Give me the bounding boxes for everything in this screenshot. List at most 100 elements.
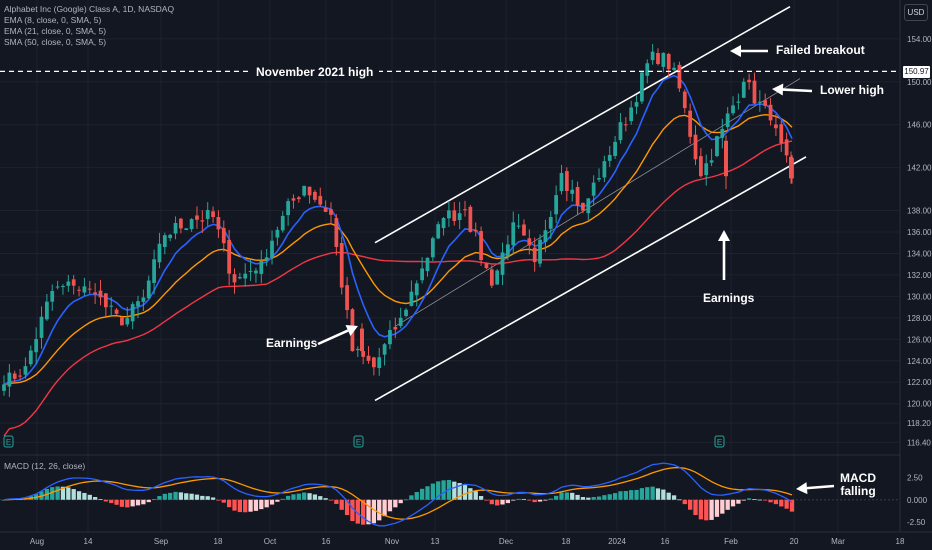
- time-tick-label: 16: [661, 537, 670, 546]
- macd-histogram-bar: [618, 491, 623, 500]
- candle-body: [361, 351, 366, 357]
- macd-falling-arrow-head: [796, 482, 808, 495]
- macd-histogram-bar: [537, 499, 543, 502]
- macd-histogram-bar: [773, 499, 779, 505]
- candle-body: [506, 244, 510, 257]
- macd-falling-line2: falling: [840, 484, 876, 498]
- candle-body: [280, 215, 285, 231]
- candle-body: [436, 224, 441, 239]
- candle-body: [463, 209, 467, 211]
- macd-histogram-bar: [71, 489, 76, 500]
- candle-body: [527, 238, 532, 246]
- candle-body: [489, 269, 494, 286]
- macd-tick-label: 0.000: [907, 496, 928, 505]
- candle-body: [189, 219, 194, 230]
- candle-body: [50, 291, 55, 302]
- candle-body: [532, 247, 537, 263]
- ema21-legend[interactable]: EMA (21, close, 0, SMA, 5): [4, 26, 107, 36]
- candle-body: [366, 355, 371, 361]
- candle-body: [23, 366, 28, 375]
- earnings-marker-letter: E: [6, 438, 11, 447]
- candle-body: [93, 292, 98, 295]
- channel-mid-line: [394, 78, 801, 327]
- candle-body: [420, 268, 424, 281]
- candle-body: [82, 286, 87, 293]
- chart-grid: [0, 0, 901, 532]
- macd-histogram-bar: [634, 489, 639, 500]
- macd-histogram-bar: [312, 494, 318, 500]
- candle-body: [677, 64, 682, 89]
- macd-histogram-bar: [462, 484, 468, 500]
- ema8-legend[interactable]: EMA (8, close, 0, SMA, 5): [4, 15, 102, 25]
- candle-body: [393, 326, 398, 330]
- candle-body: [559, 172, 564, 192]
- candle-body: [618, 122, 623, 141]
- channel-upper-line: [374, 5, 791, 244]
- candle-body: [581, 202, 585, 211]
- macd-histogram-bar: [98, 499, 103, 500]
- candle-body: [682, 91, 687, 109]
- macd-histogram-bar: [216, 499, 221, 501]
- candle-body: [500, 252, 505, 275]
- price-tick-label: 126.00: [907, 335, 932, 344]
- macd-histogram-bar: [596, 496, 602, 500]
- macd-histogram-bar: [511, 499, 516, 501]
- sma50-legend[interactable]: SMA (50, close, 0, SMA, 5): [4, 37, 107, 47]
- macd-pane: [0, 462, 900, 527]
- currency-badge[interactable]: USD: [904, 4, 928, 21]
- time-tick-label: 14: [84, 537, 93, 546]
- time-tick-label: 18: [896, 537, 905, 546]
- price-tick-label: 128.00: [907, 314, 932, 323]
- macd-line: [3, 462, 793, 527]
- candle-body: [109, 305, 114, 307]
- candle-body: [522, 224, 526, 236]
- macd-histogram-bar: [629, 490, 634, 500]
- macd-legend[interactable]: MACD (12, 26, close): [4, 461, 86, 471]
- macd-histogram-bar: [285, 495, 291, 500]
- macd-histogram-bar: [495, 499, 500, 506]
- macd-histogram-bar: [387, 499, 393, 512]
- failed-breakout-label: Failed breakout: [776, 43, 865, 57]
- moving-average-lines: [3, 74, 793, 437]
- macd-histogram-bar: [210, 497, 216, 500]
- candle-body: [731, 105, 735, 114]
- candle-body: [329, 209, 333, 215]
- macd-histogram-bar: [741, 499, 746, 501]
- symbol-legend[interactable]: Alphabet Inc (Google) Class A, 1D, NASDA…: [4, 4, 175, 14]
- macd-tick-label: 2.50: [907, 474, 923, 483]
- candle-body: [741, 81, 746, 98]
- macd-histogram-bar: [339, 499, 344, 510]
- candle-body: [173, 222, 178, 234]
- macd-histogram-bar: [350, 499, 355, 522]
- time-tick-label: 18: [562, 537, 571, 546]
- macd-histogram-bar: [253, 499, 259, 511]
- candle-body: [152, 259, 156, 283]
- macd-histogram-bar: [548, 498, 553, 500]
- macd-histogram-bar: [666, 492, 671, 500]
- candle-body: [757, 101, 762, 103]
- candle-body: [184, 228, 189, 231]
- candle-body: [736, 101, 741, 103]
- candle-body: [457, 213, 462, 221]
- candle-body: [98, 290, 103, 298]
- candle-body: [564, 171, 569, 191]
- candle-body: [313, 191, 317, 200]
- macd-histogram-bar: [645, 487, 650, 500]
- macd-falling-line1: MACD: [840, 471, 876, 485]
- macd-histogram-bar: [704, 499, 709, 521]
- candle-body: [39, 316, 44, 338]
- candle-body: [591, 182, 596, 196]
- ema21-line: [3, 113, 793, 386]
- candle-body: [71, 279, 76, 286]
- price-tick-label: 122.00: [907, 378, 932, 387]
- macd-histogram-bar: [318, 496, 323, 500]
- candle-body: [784, 139, 789, 156]
- macd-histogram-bar: [189, 493, 194, 500]
- november-high-label: November 2021 high: [250, 65, 380, 79]
- time-tick-label: Oct: [264, 537, 277, 546]
- macd-histogram-bar: [55, 486, 60, 500]
- macd-histogram-bar: [157, 496, 162, 500]
- candle-body: [382, 344, 387, 355]
- macd-histogram-bar: [457, 483, 462, 500]
